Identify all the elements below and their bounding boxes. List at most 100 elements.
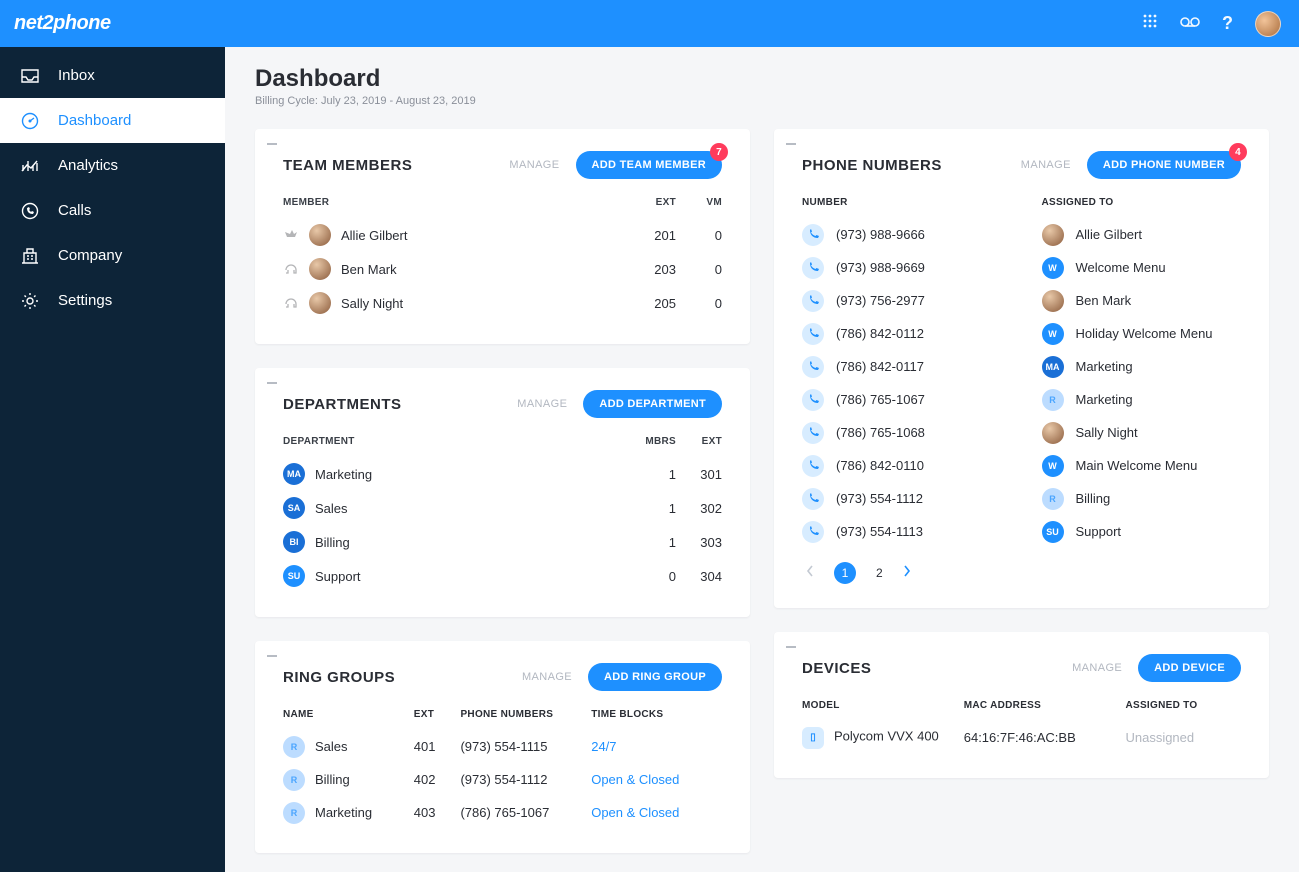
manage-link[interactable]: MANAGE bbox=[509, 159, 559, 171]
phone-number: (973) 554-1113 bbox=[836, 524, 923, 539]
add-phone-number-button[interactable]: ADD PHONE NUMBER 4 bbox=[1087, 151, 1241, 179]
pager-page[interactable]: 1 bbox=[834, 562, 856, 584]
dept-mbrs: 1 bbox=[630, 501, 676, 516]
phone-row[interactable]: (786) 765-1068 bbox=[802, 416, 1002, 449]
add-device-button[interactable]: ADD DEVICE bbox=[1138, 654, 1241, 682]
member-vm: 0 bbox=[676, 296, 722, 311]
assigned-chip: W bbox=[1042, 323, 1064, 345]
manage-link[interactable]: MANAGE bbox=[1072, 662, 1122, 674]
card-title: RING GROUPS bbox=[283, 669, 395, 686]
phone-numbers-card: PHONE NUMBERS MANAGE ADD PHONE NUMBER 4 … bbox=[774, 129, 1269, 608]
card-title: DEPARTMENTS bbox=[283, 396, 402, 413]
table-row[interactable]: ▯Polycom VVX 40064:16:7F:46:AC:BBUnassig… bbox=[802, 721, 1241, 754]
table-row[interactable]: RMarketing403(786) 765-1067Open & Closed bbox=[283, 796, 722, 829]
phone-row[interactable]: (786) 842-0117 bbox=[802, 350, 1002, 383]
col-member: MEMBER bbox=[283, 197, 630, 208]
assigned-row[interactable]: Sally Night bbox=[1042, 416, 1242, 449]
assigned-row[interactable]: MA Marketing bbox=[1042, 350, 1242, 383]
ring-time[interactable]: 24/7 bbox=[591, 739, 722, 754]
table-row[interactable]: RBilling402(973) 554-1112Open & Closed bbox=[283, 763, 722, 796]
manage-link[interactable]: MANAGE bbox=[517, 398, 567, 410]
card-title: DEVICES bbox=[802, 660, 871, 677]
table-row[interactable]: MAMarketing1301 bbox=[283, 457, 722, 491]
collapse-icon[interactable] bbox=[267, 655, 277, 657]
assigned-row[interactable]: RMarketing bbox=[1042, 383, 1242, 416]
assigned-name: Marketing bbox=[1076, 359, 1133, 374]
assigned-row[interactable]: WWelcome Menu bbox=[1042, 251, 1242, 284]
table-row[interactable]: SUSupport0304 bbox=[283, 559, 722, 593]
manage-link[interactable]: MANAGE bbox=[522, 671, 572, 683]
phone-number: (786) 842-0117 bbox=[836, 359, 924, 374]
table-row[interactable]: RSales401(973) 554-111524/7 bbox=[283, 730, 722, 763]
badge: 4 bbox=[1229, 143, 1247, 161]
add-team-member-button[interactable]: ADD TEAM MEMBER 7 bbox=[576, 151, 723, 179]
member-ext: 203 bbox=[630, 262, 676, 277]
ring-time[interactable]: Open & Closed bbox=[591, 805, 722, 820]
assigned-row[interactable]: Ben Mark bbox=[1042, 284, 1242, 317]
user-avatar[interactable] bbox=[1255, 11, 1281, 37]
table-row[interactable]: BIBilling1303 bbox=[283, 525, 722, 559]
ring-phone: (973) 554-1115 bbox=[460, 739, 591, 754]
brand-logo[interactable]: net2phone bbox=[14, 12, 111, 35]
table-row[interactable]: SASales1302 bbox=[283, 491, 722, 525]
assigned-name: Ben Mark bbox=[1076, 293, 1132, 308]
sidebar-item-label: Analytics bbox=[58, 157, 118, 174]
assigned-row[interactable]: WHoliday Welcome Menu bbox=[1042, 317, 1242, 350]
dept-mbrs: 0 bbox=[630, 569, 676, 584]
voicemail-icon[interactable] bbox=[1180, 15, 1200, 33]
assigned-row[interactable]: WMain Welcome Menu bbox=[1042, 449, 1242, 482]
phone-row[interactable]: (786) 842-0112 bbox=[802, 317, 1002, 350]
phone-icon bbox=[802, 290, 824, 312]
phone-row[interactable]: (973) 988-9669 bbox=[802, 251, 1002, 284]
collapse-icon[interactable] bbox=[267, 143, 277, 145]
phone-number: (973) 756-2977 bbox=[836, 293, 925, 308]
sidebar-item-analytics[interactable]: Analytics bbox=[0, 143, 225, 188]
assigned-row[interactable]: Allie Gilbert bbox=[1042, 218, 1242, 251]
pager-next-icon[interactable] bbox=[903, 564, 911, 582]
assigned-row[interactable]: RBilling bbox=[1042, 482, 1242, 515]
dept-ext: 302 bbox=[676, 501, 722, 516]
phone-row[interactable]: (973) 988-9666 bbox=[802, 218, 1002, 251]
col-name: NAME bbox=[283, 709, 414, 720]
dialpad-icon[interactable] bbox=[1142, 13, 1158, 34]
phone-row[interactable]: (973) 554-1113 bbox=[802, 515, 1002, 548]
assigned-chip: MA bbox=[1042, 356, 1064, 378]
add-ring-group-button[interactable]: ADD RING GROUP bbox=[588, 663, 722, 691]
assigned-chip: R bbox=[1042, 488, 1064, 510]
table-row[interactable]: Sally Night2050 bbox=[283, 286, 722, 320]
company-icon bbox=[20, 248, 40, 264]
add-department-button[interactable]: ADD DEPARTMENT bbox=[583, 390, 722, 418]
collapse-icon[interactable] bbox=[786, 646, 796, 648]
ring-time[interactable]: Open & Closed bbox=[591, 772, 722, 787]
col-ext: EXT bbox=[676, 436, 722, 447]
pager-prev-icon[interactable] bbox=[806, 564, 814, 582]
table-row[interactable]: Allie Gilbert2010 bbox=[283, 218, 722, 252]
phone-row[interactable]: (786) 842-0110 bbox=[802, 449, 1002, 482]
assigned-chip: R bbox=[1042, 389, 1064, 411]
sidebar-item-company[interactable]: Company bbox=[0, 233, 225, 278]
ring-chip: R bbox=[283, 736, 305, 758]
sidebar-item-inbox[interactable]: Inbox bbox=[0, 53, 225, 98]
collapse-icon[interactable] bbox=[267, 382, 277, 384]
pager-page[interactable]: 2 bbox=[876, 566, 883, 580]
dashboard-icon bbox=[20, 112, 40, 130]
sidebar-item-settings[interactable]: Settings bbox=[0, 278, 225, 323]
sidebar-item-calls[interactable]: Calls bbox=[0, 188, 225, 233]
phone-row[interactable]: (973) 554-1112 bbox=[802, 482, 1002, 515]
phone-row[interactable]: (786) 765-1067 bbox=[802, 383, 1002, 416]
manage-link[interactable]: MANAGE bbox=[1021, 159, 1071, 171]
col-mac: MAC ADDRESS bbox=[964, 700, 1126, 711]
phone-row[interactable]: (973) 756-2977 bbox=[802, 284, 1002, 317]
sidebar-item-label: Company bbox=[58, 247, 122, 264]
ring-name: Sales bbox=[315, 739, 348, 754]
phone-icon bbox=[802, 224, 824, 246]
dept-mbrs: 1 bbox=[630, 467, 676, 482]
help-icon[interactable]: ? bbox=[1222, 13, 1233, 34]
sidebar-item-dashboard[interactable]: Dashboard bbox=[0, 98, 225, 143]
collapse-icon[interactable] bbox=[786, 143, 796, 145]
dept-mbrs: 1 bbox=[630, 535, 676, 550]
assigned-row[interactable]: SUSupport bbox=[1042, 515, 1242, 548]
table-row[interactable]: Ben Mark2030 bbox=[283, 252, 722, 286]
billing-cycle: Billing Cycle: July 23, 2019 - August 23… bbox=[255, 95, 1269, 107]
phone-number: (973) 554-1112 bbox=[836, 491, 923, 506]
